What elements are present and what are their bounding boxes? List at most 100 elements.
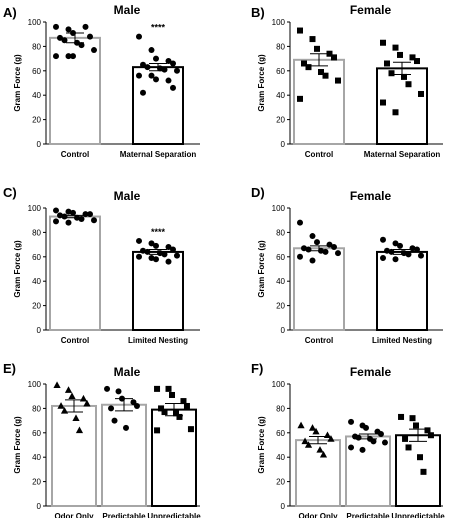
data-point — [377, 431, 384, 438]
y-tick-label: 20 — [276, 116, 285, 125]
y-tick-label: 60 — [32, 253, 41, 262]
data-point — [170, 60, 176, 67]
data-point — [154, 385, 161, 392]
y-axis-label: Gram Force (g) — [13, 240, 22, 298]
bar-unpredictable — [395, 434, 441, 507]
data-point — [144, 248, 151, 255]
data-point — [53, 53, 59, 60]
y-tick-label: 60 — [32, 429, 41, 438]
data-point — [174, 252, 180, 259]
data-point — [359, 446, 366, 453]
bar-predictable — [101, 403, 147, 507]
y-tick-label: 80 — [32, 42, 41, 51]
panel-f: F) Female Gram Force (g) 0 20 40 60 80 100 Odor O… — [251, 361, 445, 518]
data-point — [370, 438, 377, 445]
data-point — [115, 388, 122, 395]
panel-a: A) Male Gram Force (g) 0 20 40 60 80 100 Control M… — [3, 3, 200, 159]
data-point — [158, 405, 165, 412]
y-tick-label: 80 — [32, 228, 41, 237]
data-point — [309, 233, 316, 240]
data-point — [91, 217, 97, 224]
y-tick-label: 40 — [276, 277, 285, 286]
data-point — [322, 248, 329, 255]
y-tick-label: 60 — [32, 67, 41, 76]
y-tick-label: 40 — [32, 453, 41, 462]
data-point — [384, 247, 390, 254]
data-point — [392, 240, 399, 247]
x-tick-label: Predictable — [102, 512, 146, 518]
y-tick-label: 100 — [272, 18, 286, 27]
data-point — [140, 247, 146, 254]
x-tick-label: Odor Only — [54, 512, 94, 518]
chart-title: Female — [350, 365, 392, 379]
data-point — [70, 29, 76, 36]
data-point — [61, 213, 68, 220]
data-point — [314, 45, 320, 52]
data-point — [301, 437, 309, 445]
data-point — [165, 258, 172, 265]
panel-b: B) Female Gram Force (g) 0 20 40 60 80 100 Contro… — [251, 3, 443, 159]
data-point — [144, 64, 151, 71]
y-tick-label: 0 — [37, 140, 42, 149]
data-point — [427, 432, 434, 439]
panel-c: C) Male Gram Force (g) 0 20 40 60 80 100 Control L… — [3, 185, 200, 345]
y-tick-label: 100 — [272, 204, 286, 213]
x-tick-label: Control — [305, 336, 333, 345]
data-point — [402, 435, 409, 442]
data-point — [53, 23, 59, 30]
data-point — [187, 426, 194, 433]
y-tick-label: 100 — [28, 380, 42, 389]
data-point — [384, 60, 390, 67]
y-tick-label: 80 — [276, 228, 285, 237]
data-point — [82, 23, 89, 30]
x-tick-label: Limited Nesting — [372, 336, 432, 345]
data-point — [165, 385, 172, 392]
significance-marker: **** — [151, 23, 166, 33]
x-tick-label: Control — [61, 150, 89, 159]
y-tick-label: 0 — [281, 502, 286, 511]
data-point — [148, 47, 155, 54]
x-tick-label: Maternal Separation — [364, 150, 441, 159]
data-point — [309, 257, 316, 264]
data-point — [331, 54, 337, 61]
data-point — [165, 77, 172, 84]
data-point — [74, 214, 80, 221]
data-point — [397, 51, 403, 58]
data-point — [83, 399, 91, 407]
data-point — [308, 424, 317, 431]
panel-label: A) — [3, 5, 17, 20]
data-point — [297, 253, 303, 260]
bar-control — [293, 247, 345, 331]
data-point — [157, 250, 163, 257]
data-point — [170, 84, 176, 91]
chart-title: Male — [114, 365, 141, 379]
data-point — [104, 385, 111, 392]
data-point — [87, 33, 93, 40]
data-point — [418, 90, 424, 97]
data-point — [414, 246, 420, 253]
data-point — [335, 250, 341, 257]
data-point — [140, 89, 146, 96]
data-point — [140, 61, 146, 68]
data-point — [326, 241, 333, 248]
y-tick-label: 20 — [276, 302, 285, 311]
data-point — [363, 424, 369, 431]
y-tick-label: 0 — [37, 502, 42, 511]
data-point — [301, 245, 307, 252]
y-axis-label: Gram Force (g) — [13, 416, 22, 474]
data-point — [57, 212, 63, 219]
data-point — [65, 219, 72, 226]
data-point — [409, 54, 416, 61]
y-axis-label: Gram Force (g) — [257, 54, 266, 112]
y-tick-label: 40 — [32, 277, 41, 286]
bar-odor-only — [51, 404, 97, 507]
data-point — [305, 64, 312, 71]
data-point — [392, 109, 399, 116]
x-tick-label: Predictable — [346, 512, 390, 518]
data-point — [157, 65, 163, 72]
data-point — [60, 407, 69, 414]
data-point — [409, 245, 416, 252]
x-tick-label: Limited Nesting — [128, 336, 188, 345]
data-point — [318, 247, 324, 254]
data-point — [65, 26, 72, 33]
